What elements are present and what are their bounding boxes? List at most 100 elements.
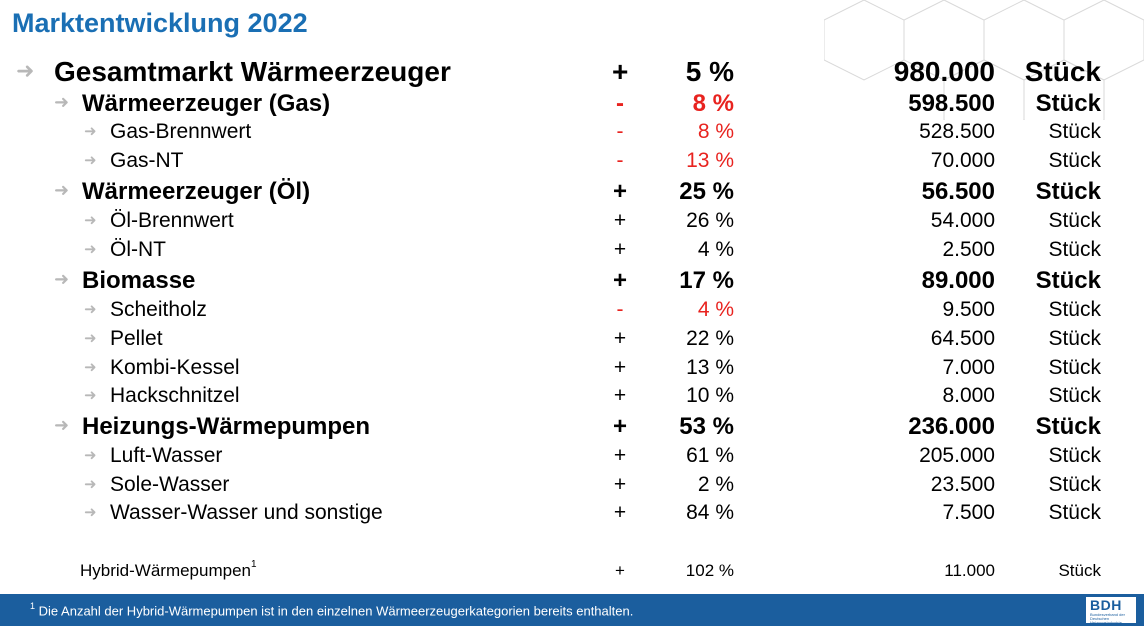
logo-name: BDH <box>1090 597 1122 613</box>
unit-count: 11.000 <box>944 561 995 580</box>
change-percent: 22 % <box>686 327 734 350</box>
change-sign: + <box>613 327 627 350</box>
arrow-right-icon: ➜ <box>54 269 70 289</box>
table-row: ➜ Hackschnitzel +10 % 8.000 Stück <box>0 384 1144 410</box>
change-percent: 61 % <box>686 444 734 467</box>
unit-label: Stück <box>1048 356 1101 379</box>
change-percent: 5 % <box>685 56 734 87</box>
arrow-right-icon: ➜ <box>54 180 70 200</box>
table-row: ➜ Kombi-Kessel +13 % 7.000 Stück <box>0 356 1144 382</box>
change-percent: 10 % <box>686 384 734 407</box>
unit-count: 7.000 <box>942 356 995 379</box>
change-percent: 13 % <box>686 356 734 379</box>
unit-label: Stück <box>1035 267 1101 294</box>
change-sign: - <box>616 298 624 321</box>
arrow-right-icon: ➜ <box>54 92 70 112</box>
unit-count: 89.000 <box>921 267 995 294</box>
arrow-right-icon: ➜ <box>84 241 97 258</box>
row-label: Scheitholz <box>110 298 207 321</box>
arrow-right-icon: ➜ <box>84 359 97 376</box>
footer-bar: 1 Die Anzahl der Hybrid-Wärmepumpen ist … <box>0 594 1144 626</box>
unit-count: 70.000 <box>930 149 995 172</box>
unit-count: 23.500 <box>930 473 995 496</box>
unit-label: Stück <box>1048 473 1101 496</box>
row-label: Biomasse <box>82 267 196 294</box>
arrow-right-icon: ➜ <box>54 415 70 435</box>
change-sign: + <box>612 178 627 205</box>
row-label: Hackschnitzel <box>110 384 240 407</box>
change-percent: 17 % <box>679 267 734 294</box>
table-row: ➜ Wärmeerzeuger (Öl) +25 % 56.500 Stück <box>0 178 1144 208</box>
change-sign: - <box>616 120 624 143</box>
unit-count: 2.500 <box>942 238 995 261</box>
change-percent: 25 % <box>679 178 734 205</box>
unit-label: Stück <box>1035 413 1101 440</box>
change-percent: 26 % <box>686 209 734 232</box>
row-label: Wärmeerzeuger (Gas) <box>82 90 331 117</box>
table-row: ➜ Pellet +22 % 64.500 Stück <box>0 327 1144 353</box>
change-sign: + <box>612 267 627 294</box>
unit-count: 205.000 <box>919 444 995 467</box>
arrow-right-icon: ➜ <box>16 58 35 83</box>
unit-count: 528.500 <box>919 120 995 143</box>
table-row: ➜ Luft-Wasser +61 % 205.000 Stück <box>0 444 1144 470</box>
change-sign: + <box>613 473 627 496</box>
unit-count: 54.000 <box>930 209 995 232</box>
change-percent: 102 % <box>685 561 734 580</box>
unit-label: Stück <box>1048 298 1101 321</box>
row-label: Pellet <box>110 327 163 350</box>
row-label: Heizungs-Wärmepumpen <box>82 413 371 440</box>
change-percent: 13 % <box>686 149 734 172</box>
unit-label: Stück <box>1048 238 1101 261</box>
page-title: Marktentwicklung 2022 <box>12 8 308 38</box>
change-sign: + <box>612 56 629 87</box>
change-sign: + <box>613 356 627 379</box>
table-row: ➜ Gas-NT - 13 % 70.000 Stück <box>0 149 1144 175</box>
table-row: ➜ Scheitholz - 4 % 9.500 Stück <box>0 298 1144 324</box>
footnote-text: Die Anzahl der Hybrid-Wärmepumpen ist in… <box>38 603 634 619</box>
row-label: Gas-Brennwert <box>110 120 252 143</box>
row-label: Gesamtmarkt Wärmeerzeuger <box>54 56 451 87</box>
change-sign: + <box>613 501 627 524</box>
unit-label: Stück <box>1048 384 1101 407</box>
unit-label: Stück <box>1048 444 1101 467</box>
footnote-marker: 1 <box>30 601 36 611</box>
unit-label: Stück <box>1048 149 1101 172</box>
change-sign: + <box>613 238 627 261</box>
logo-subtitle: Bundesverband der Deutschen Heizungsindu… <box>1090 613 1125 625</box>
row-label: Öl-NT <box>110 238 166 261</box>
row-label: Kombi-Kessel <box>110 356 240 379</box>
change-percent: 53 % <box>679 413 734 440</box>
change-percent: 4 % <box>697 238 734 261</box>
change-sign: + <box>612 413 627 440</box>
arrow-right-icon: ➜ <box>84 387 97 404</box>
unit-label: Stück <box>1035 178 1101 205</box>
change-percent: 8 % <box>692 90 734 117</box>
arrow-right-icon: ➜ <box>84 476 97 493</box>
arrow-right-icon: ➜ <box>84 301 97 318</box>
change-sign: + <box>613 384 627 407</box>
footnote: 1 Die Anzahl der Hybrid-Wärmepumpen ist … <box>30 601 634 619</box>
unit-count: 598.500 <box>908 90 995 117</box>
unit-label: Stück <box>1048 501 1101 524</box>
arrow-right-icon: ➜ <box>84 123 97 140</box>
table-row: ➜ Biomasse +17 % 89.000 Stück <box>0 267 1144 297</box>
unit-label: Stück <box>1048 209 1101 232</box>
change-sign: + <box>615 561 625 580</box>
change-sign: + <box>613 209 627 232</box>
table-row: ➜ Öl-Brennwert +26 % 54.000 Stück <box>0 209 1144 235</box>
table-row: ➜ Öl-NT +4 % 2.500 Stück <box>0 238 1144 264</box>
row-label: Luft-Wasser <box>110 444 223 467</box>
arrow-right-icon: ➜ <box>84 504 97 521</box>
footnote-ref: 1 <box>251 559 257 571</box>
arrow-right-icon: ➜ <box>84 330 97 347</box>
row-label: Wasser-Wasser und sonstige <box>110 501 383 524</box>
row-label: Hybrid-Wärmepumpen1 <box>80 559 257 580</box>
bdh-logo: BDH Bundesverband der Deutschen Heizungs… <box>1086 597 1136 625</box>
unit-label: Stück <box>1058 561 1101 580</box>
table-row: Hybrid-Wärmepumpen1 +102 % 11.000 Stück <box>0 559 1144 583</box>
table-row: ➜ Sole-Wasser +2 % 23.500 Stück <box>0 473 1144 499</box>
row-label: Gas-NT <box>110 149 184 172</box>
row-label: Öl-Brennwert <box>110 209 234 232</box>
change-sign: - <box>616 90 624 117</box>
